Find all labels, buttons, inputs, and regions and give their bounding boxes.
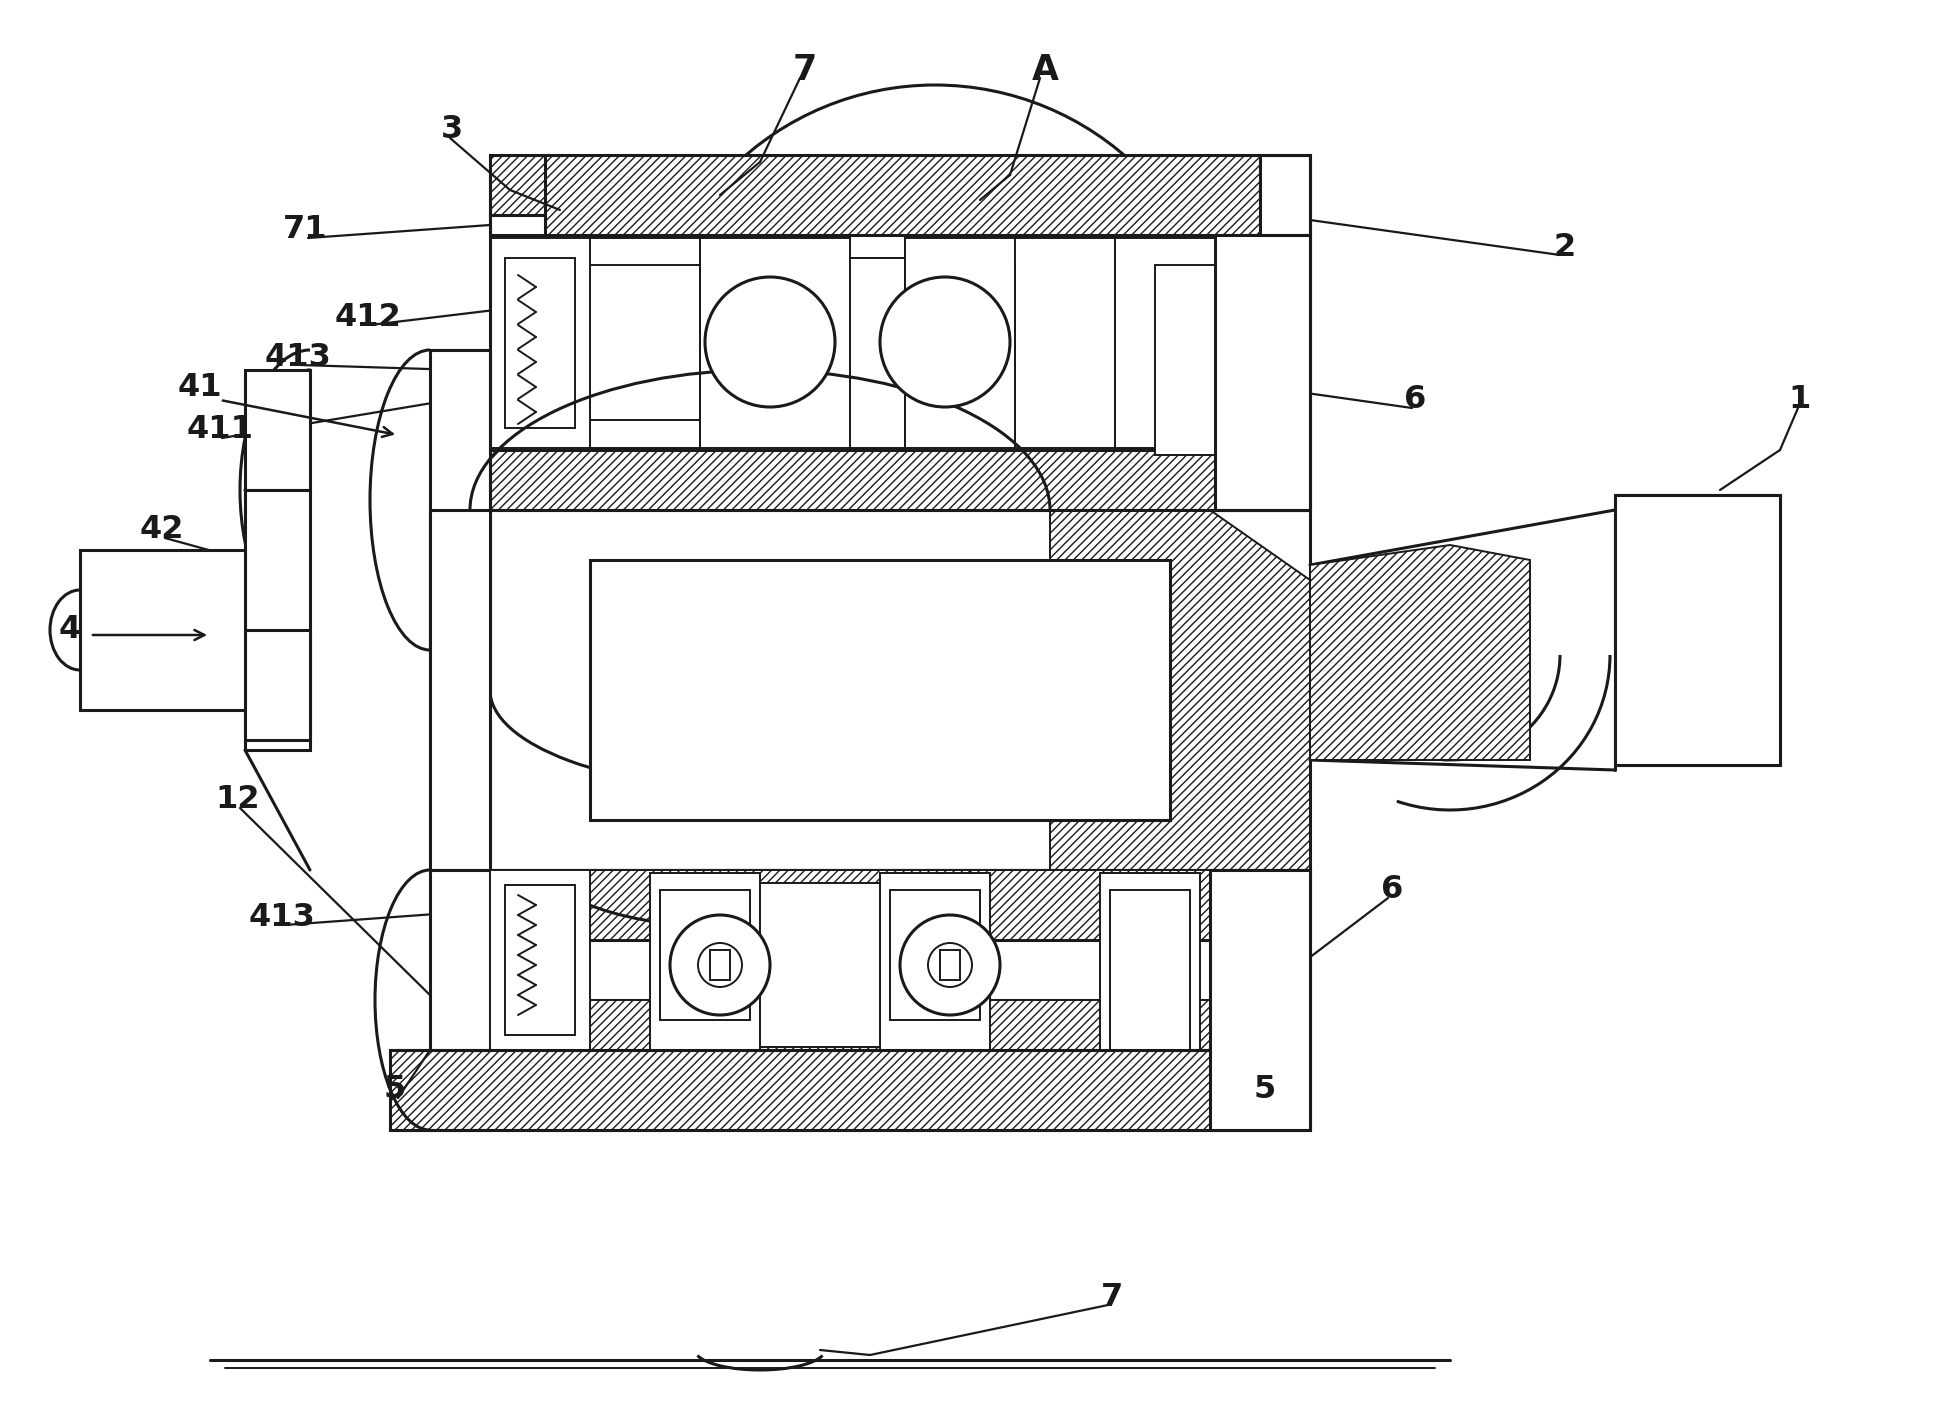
Bar (1210, 870, 1311, 1129)
Bar (589, 1000, 1311, 1050)
Bar (589, 238, 700, 448)
Bar (1260, 155, 1311, 235)
Bar (245, 369, 309, 491)
Text: 411: 411 (187, 415, 253, 445)
Text: 5: 5 (383, 1075, 407, 1105)
Circle shape (698, 943, 741, 987)
Bar (391, 1050, 1311, 1129)
Text: 12: 12 (216, 784, 261, 816)
Bar (490, 215, 545, 235)
Bar (506, 258, 576, 428)
Bar (1614, 495, 1780, 764)
Text: 42: 42 (140, 515, 185, 546)
Text: 7: 7 (794, 53, 817, 87)
Bar (589, 870, 1311, 940)
Text: 5: 5 (1255, 1075, 1276, 1105)
Bar (939, 950, 961, 980)
Text: 2: 2 (1554, 232, 1575, 264)
Bar (1114, 238, 1216, 448)
Bar (490, 155, 1311, 511)
Bar (589, 238, 700, 448)
Bar (490, 155, 1311, 235)
Bar (650, 873, 760, 1050)
Bar (879, 873, 990, 1050)
Bar (891, 890, 980, 1020)
Bar (904, 424, 1015, 451)
Bar (1015, 238, 1114, 448)
Bar (1015, 424, 1114, 451)
Bar (1015, 238, 1114, 265)
Circle shape (901, 915, 1000, 1015)
Bar (1111, 890, 1190, 1050)
Bar (430, 511, 1311, 870)
Text: 4: 4 (58, 615, 82, 646)
Bar (700, 424, 850, 451)
Text: 6: 6 (1404, 385, 1426, 415)
Text: 413: 413 (265, 342, 331, 374)
Bar (1216, 235, 1311, 511)
Bar (391, 1050, 1311, 1129)
Bar (904, 238, 1015, 448)
Bar (430, 349, 490, 650)
Bar (700, 238, 850, 448)
Circle shape (669, 915, 770, 1015)
Bar (850, 258, 904, 448)
Bar (1101, 873, 1200, 1050)
Bar (430, 511, 490, 870)
Bar (490, 238, 589, 448)
Text: 1: 1 (1789, 385, 1811, 415)
Bar (80, 550, 245, 710)
Polygon shape (1311, 545, 1531, 760)
Text: A: A (1031, 53, 1058, 87)
Bar (659, 890, 751, 1020)
Bar (506, 886, 576, 1035)
Bar (245, 630, 309, 740)
Text: 7: 7 (1101, 1282, 1122, 1313)
Text: 3: 3 (442, 114, 463, 145)
Text: 412: 412 (335, 302, 401, 334)
Bar (490, 870, 1311, 1050)
Bar (589, 560, 1171, 820)
Circle shape (646, 86, 1225, 665)
Bar (1114, 238, 1216, 448)
Bar (490, 451, 1311, 511)
Bar (904, 238, 1015, 265)
Text: 41: 41 (177, 372, 222, 404)
Circle shape (928, 943, 972, 987)
Polygon shape (1050, 511, 1311, 870)
Bar (1155, 265, 1216, 455)
Bar (245, 491, 309, 750)
Circle shape (704, 277, 834, 406)
Text: 6: 6 (1381, 874, 1402, 906)
Text: 71: 71 (282, 214, 327, 245)
Bar (490, 870, 589, 1050)
Bar (430, 870, 490, 1050)
Bar (760, 883, 879, 1047)
Bar (710, 950, 729, 980)
Circle shape (879, 277, 1009, 406)
Bar (700, 238, 850, 265)
Text: 413: 413 (249, 903, 315, 934)
